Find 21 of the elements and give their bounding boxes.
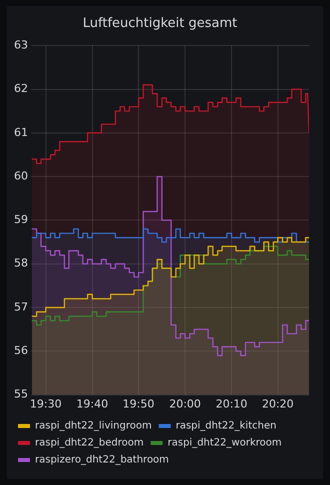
chart-title: Luftfeuchtigkeit gesamt <box>82 16 238 32</box>
legend-label: raspi_dht22_livingroom <box>35 420 152 432</box>
y-tick-label: 60 <box>14 169 28 182</box>
y-tick-label: 61 <box>14 126 28 139</box>
legend-label: raspi_dht22_bedroom <box>35 438 144 449</box>
y-tick-label: 58 <box>14 256 28 270</box>
x-tick-label: 20:00 <box>169 397 201 410</box>
y-tick-label: 55 <box>14 388 28 401</box>
legend-label: raspi_dht22_workroom <box>168 438 282 449</box>
y-tick-label: 62 <box>14 82 28 96</box>
legend-label: raspi_dht22_kitchen <box>176 420 276 432</box>
y-tick-label: 63 <box>14 38 28 52</box>
x-tick-label: 19:40 <box>76 397 108 410</box>
legend-label: raspizero_dht22_bathroom <box>35 454 169 466</box>
x-tick-label: 19:30 <box>30 397 62 410</box>
y-tick-label: 59 <box>14 213 28 226</box>
x-tick-label: 20:10 <box>216 397 248 410</box>
y-tick-label: 57 <box>14 300 28 314</box>
x-tick-label: 19:50 <box>122 397 154 410</box>
x-tick-label: 20:20 <box>262 397 294 410</box>
y-tick-label: 56 <box>14 344 28 358</box>
